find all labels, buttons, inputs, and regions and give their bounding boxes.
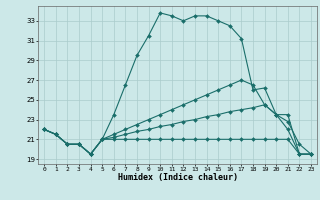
X-axis label: Humidex (Indice chaleur): Humidex (Indice chaleur) — [118, 173, 238, 182]
